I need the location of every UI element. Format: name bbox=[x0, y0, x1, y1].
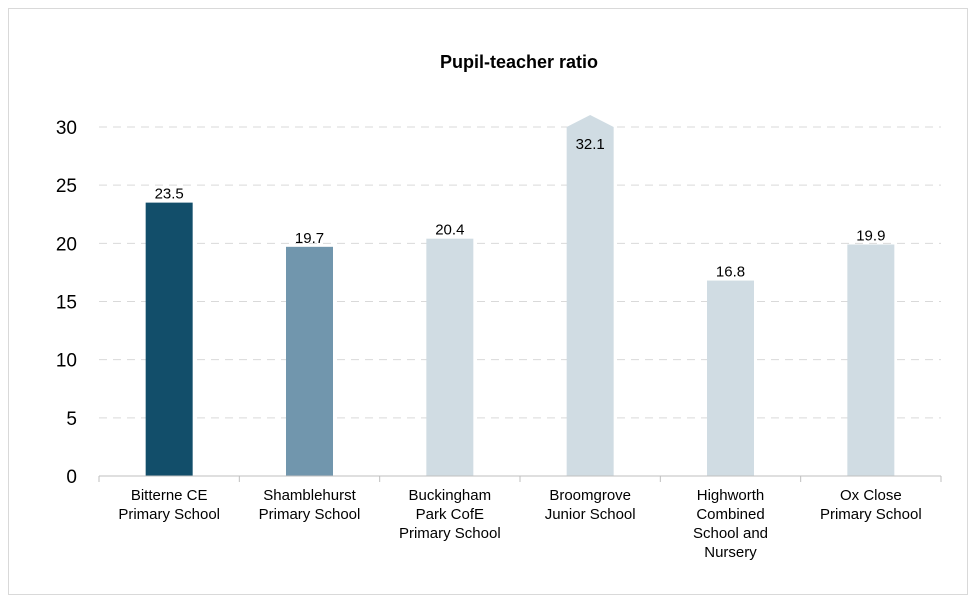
x-category-label-line: School and bbox=[693, 525, 768, 542]
gridlines bbox=[99, 126, 941, 419]
x-category-label-line: Primary School bbox=[820, 506, 922, 523]
x-category-label: Broomgrove Junior School bbox=[545, 487, 636, 523]
value-label: 19.7 bbox=[295, 230, 324, 247]
y-tick-label: 25 bbox=[56, 176, 77, 197]
x-category-label-line: Ox Close bbox=[840, 487, 902, 504]
bars bbox=[145, 115, 895, 476]
value-label: 20.4 bbox=[435, 222, 464, 239]
bar bbox=[707, 280, 754, 476]
x-category-label-line: Shamblehurst bbox=[263, 487, 356, 504]
value-label: 16.8 bbox=[716, 264, 745, 281]
y-tick-label: 20 bbox=[56, 234, 77, 255]
x-category-label-line: Broomgrove bbox=[549, 487, 631, 504]
bar-chart: Pupil-teacher ratio 0 5 10 15 20 25 30 23.5 19.… bbox=[56, 52, 942, 561]
x-category-label-line: Primary School bbox=[399, 525, 501, 542]
x-category-label-line: Primary School bbox=[259, 506, 361, 523]
x-category-label-line: Nursery bbox=[704, 544, 757, 561]
x-category-label-line: Primary School bbox=[118, 506, 220, 523]
y-tick-label: 5 bbox=[66, 409, 77, 430]
value-label: 19.9 bbox=[856, 227, 885, 244]
x-axis: Bitterne CE Primary School Shamblehurst Pri… bbox=[98, 475, 942, 561]
value-labels: 23.5 19.7 20.4 32.1 16.8 19.9 bbox=[155, 136, 886, 281]
y-tick-label: 10 bbox=[56, 351, 77, 372]
y-tick-label: 30 bbox=[56, 118, 77, 139]
y-tick-label: 15 bbox=[56, 293, 77, 314]
x-category-label: Buckingham Park CofE Primary School bbox=[399, 487, 501, 542]
y-axis: 0 5 10 15 20 25 30 bbox=[56, 118, 77, 488]
bar bbox=[566, 115, 614, 476]
x-category-label-line: Combined bbox=[696, 506, 764, 523]
x-category-label-line: Bitterne CE bbox=[131, 487, 208, 504]
x-category-label: Shamblehurst Primary School bbox=[259, 487, 361, 523]
bar bbox=[847, 244, 895, 476]
x-category-label-line: Junior School bbox=[545, 506, 636, 523]
bar bbox=[426, 238, 474, 476]
bar bbox=[145, 202, 193, 476]
chart-title: Pupil-teacher ratio bbox=[440, 52, 598, 72]
value-label: 32.1 bbox=[576, 136, 605, 153]
value-label: 23.5 bbox=[155, 186, 184, 203]
chart-frame: Pupil-teacher ratio 0 5 10 15 20 25 30 23.5 19.… bbox=[8, 8, 968, 595]
x-category-label-line: Buckingham bbox=[409, 487, 492, 504]
x-category-label: Highworth Combined School and Nursery bbox=[693, 487, 768, 561]
x-category-label: Bitterne CE Primary School bbox=[118, 487, 220, 523]
bar bbox=[286, 246, 333, 476]
x-category-label-line: Highworth bbox=[697, 487, 765, 504]
x-category-label-line: Park CofE bbox=[416, 506, 484, 523]
y-tick-label: 0 bbox=[66, 467, 77, 488]
x-category-label: Ox Close Primary School bbox=[820, 487, 922, 523]
